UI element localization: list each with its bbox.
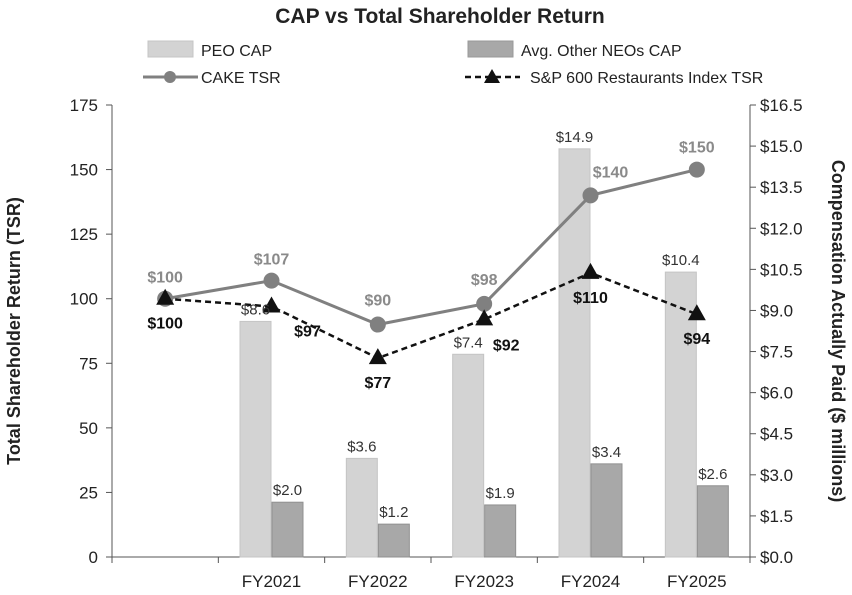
bar-label-peo-cap: $10.4 <box>662 252 700 269</box>
point-cake-tsr <box>263 272 280 289</box>
line-sp600-tsr <box>165 271 698 360</box>
label-sp600-tsr: $77 <box>364 375 391 392</box>
bar-peo-cap <box>558 148 591 558</box>
legend-label-sp600-tsr: S&P 600 Restaurants Index TSR <box>530 70 763 87</box>
left-axis-ticks: 0 25 50 75 100 125 150 175 <box>70 96 112 567</box>
point-cake-tsr <box>582 187 599 204</box>
label-cake-tsr: $150 <box>679 140 715 157</box>
right-tick-label: $12.0 <box>760 219 803 238</box>
legend: PEO CAP Avg. Other NEOs CAP CAKE TSR S&P… <box>143 40 763 87</box>
right-tick-label: $6.0 <box>760 384 793 403</box>
x-axis-ticks: FY2021 FY2022 FY2023 FY2024 FY2025 <box>111 557 751 591</box>
left-tick-label: 50 <box>79 419 98 438</box>
point-cake-tsr <box>476 295 493 312</box>
label-sp600-tsr: $92 <box>493 337 520 354</box>
line-cake-tsr <box>164 168 698 327</box>
bar-label-peo-cap: $14.9 <box>556 129 594 146</box>
point-sp600-tsr <box>156 288 175 305</box>
point-sp600-tsr <box>368 348 387 365</box>
right-tick-label: $16.5 <box>760 96 803 115</box>
bar-label-peo-cap: $3.6 <box>347 438 376 455</box>
left-tick-label: 175 <box>70 96 98 115</box>
right-tick-label: $1.5 <box>760 507 793 526</box>
bar-avg-other-neos-cap <box>271 501 304 558</box>
label-sp600-tsr: $97 <box>294 323 321 340</box>
x-tick-label: FY2022 <box>348 572 408 591</box>
left-tick-label: 100 <box>70 290 98 309</box>
data-labels: $8.6 $3.6 $7.4 $14.9 $10.4 $2.0 $1.2 $1.9 $3.4 $2… <box>147 129 727 521</box>
point-sp600-tsr <box>687 304 706 321</box>
left-tick-label: 25 <box>79 483 98 502</box>
axes <box>111 105 751 558</box>
left-tick-label: 150 <box>70 161 98 180</box>
legend-swatch-neo-cap <box>467 40 514 58</box>
legend-swatch-peo-cap <box>147 40 194 58</box>
legend-label-neo-cap: Avg. Other NEOs CAP <box>521 43 682 60</box>
right-tick-label: $10.5 <box>760 260 803 279</box>
point-sp600-tsr <box>475 309 494 326</box>
label-sp600-tsr: $110 <box>573 290 608 307</box>
label-sp600-tsr: $100 <box>147 316 183 333</box>
bars <box>239 148 729 558</box>
label-cake-tsr: $107 <box>254 252 290 269</box>
point-sp600-tsr <box>581 262 600 279</box>
bar-avg-other-neos-cap <box>696 485 729 558</box>
right-axis-title: Compensation Actually Paid ($ millions) <box>828 160 848 502</box>
chart-title: CAP vs Total Shareholder Return <box>275 5 604 28</box>
bar-label-avg-other-neos-cap: $1.9 <box>486 485 515 502</box>
label-cake-tsr: $90 <box>364 293 391 310</box>
right-tick-label: $0.0 <box>760 548 793 567</box>
label-sp600-tsr: $94 <box>683 331 710 348</box>
right-tick-label: $9.0 <box>760 301 793 320</box>
bar-label-avg-other-neos-cap: $2.6 <box>698 466 727 483</box>
point-cake-tsr <box>369 316 386 333</box>
label-cake-tsr: $98 <box>471 272 498 289</box>
point-cake-tsr <box>688 161 705 178</box>
left-tick-label: 75 <box>79 354 98 373</box>
bar-label-peo-cap: $8.6 <box>241 301 270 318</box>
legend-label-cake-tsr: CAKE TSR <box>201 70 281 87</box>
bar-peo-cap <box>452 353 485 558</box>
bar-label-peo-cap: $7.4 <box>454 334 483 351</box>
bar-label-avg-other-neos-cap: $1.2 <box>379 504 408 521</box>
bar-avg-other-neos-cap <box>484 504 517 558</box>
label-cake-tsr: $140 <box>593 164 629 181</box>
label-cake-tsr: $100 <box>147 270 183 287</box>
x-tick-label: FY2025 <box>667 572 727 591</box>
legend-label-peo-cap: PEO CAP <box>201 43 272 60</box>
bar-label-avg-other-neos-cap: $2.0 <box>273 482 302 499</box>
left-tick-label: 125 <box>70 225 98 244</box>
bar-label-avg-other-neos-cap: $3.4 <box>592 444 621 461</box>
left-axis-title: Total Shareholder Return (TSR) <box>4 197 24 465</box>
left-tick-label: 0 <box>89 548 98 567</box>
right-tick-label: $7.5 <box>760 343 793 362</box>
right-tick-label: $13.5 <box>760 178 803 197</box>
legend-marker-cake-tsr <box>164 71 176 83</box>
x-tick-label: FY2024 <box>561 572 621 591</box>
right-tick-label: $15.0 <box>760 137 803 156</box>
bar-avg-other-neos-cap <box>590 463 623 558</box>
right-tick-label: $3.0 <box>760 466 793 485</box>
x-tick-label: FY2021 <box>242 572 302 591</box>
right-axis-ticks: $0.0 $1.5 $3.0 $4.5 $6.0 $7.5 $9.0 $10.5 $12.0 $1… <box>750 96 803 567</box>
right-tick-label: $4.5 <box>760 425 793 444</box>
bar-peo-cap <box>345 457 378 558</box>
bar-avg-other-neos-cap <box>377 523 410 558</box>
legend-marker-sp600-tsr <box>484 69 500 83</box>
bar-peo-cap <box>239 320 272 558</box>
x-tick-label: FY2023 <box>454 572 514 591</box>
lines <box>156 161 706 365</box>
point-sp600-tsr <box>262 296 281 313</box>
